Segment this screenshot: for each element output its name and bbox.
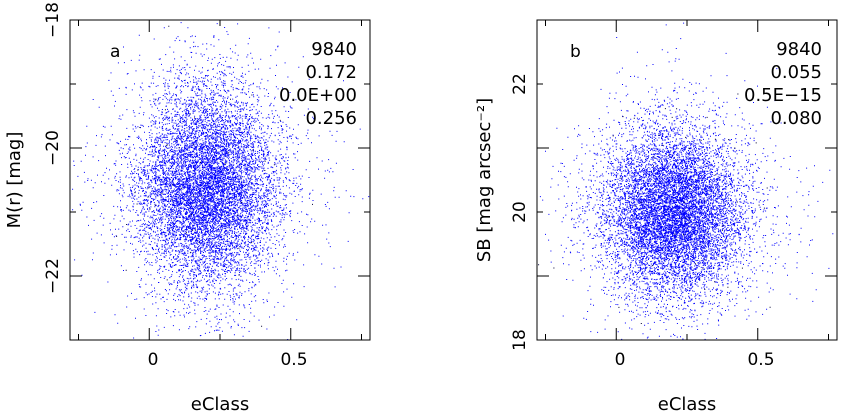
panel-b-letter: b bbox=[570, 42, 581, 62]
panel-a-y-axis-title: M(r) [mag] bbox=[4, 132, 25, 229]
panel-b-x-tick-label-0: 0 bbox=[615, 350, 626, 370]
panel-a: 0 0.5 −18 −20 −22 eClass M(r) [mag] a 98… bbox=[4, 2, 371, 414]
panel-a-y-tick-label-0: −18 bbox=[43, 2, 63, 38]
panel-a-stat-2: 0.172 bbox=[305, 62, 357, 83]
panel-b-x-tick-label-1: 0.5 bbox=[747, 350, 774, 370]
panel-b-y-tick-label-1: 20 bbox=[510, 201, 530, 223]
panel-a-stat-4: 0.256 bbox=[305, 108, 357, 129]
panel-a-x-tick-label-1: 0.5 bbox=[280, 350, 307, 370]
panel-b-y-tick-label-0: 18 bbox=[510, 329, 530, 351]
panel-a-y-tick-label-1: −20 bbox=[43, 130, 63, 166]
panel-b-stat-1: 9840 bbox=[776, 39, 822, 60]
panel-b-stat-3: 0.5E−15 bbox=[744, 85, 822, 106]
scatter-point-cloud bbox=[72, 22, 370, 340]
panel-a-stat-1: 9840 bbox=[311, 39, 357, 60]
panel-b-y-tick-label-2: 22 bbox=[510, 73, 530, 95]
panel-b-stat-4: 0.080 bbox=[770, 108, 822, 129]
panel-b-stat-2: 0.055 bbox=[770, 62, 822, 83]
panel-a-x-axis-title: eClass bbox=[191, 394, 249, 414]
panel-a-scatter-points bbox=[72, 22, 370, 340]
panel-a-x-tick-label-0: 0 bbox=[148, 350, 159, 370]
panel-b: 0 0.5 18 20 22 eClass SB [mag arcsec⁻²] … bbox=[474, 19, 838, 414]
panel-a-stat-3: 0.0E+00 bbox=[279, 85, 357, 106]
panel-b-scatter-points bbox=[538, 22, 834, 340]
panel-b-x-axis-title: eClass bbox=[658, 394, 716, 414]
panel-b-y-axis-title: SB [mag arcsec⁻²] bbox=[474, 98, 495, 262]
panel-a-ticks bbox=[70, 19, 370, 340]
panel-b-ticks bbox=[537, 19, 837, 340]
scatter-point-cloud bbox=[539, 22, 834, 340]
panel-a-letter: a bbox=[110, 42, 120, 62]
panel-a-y-tick-label-2: −22 bbox=[43, 258, 63, 294]
